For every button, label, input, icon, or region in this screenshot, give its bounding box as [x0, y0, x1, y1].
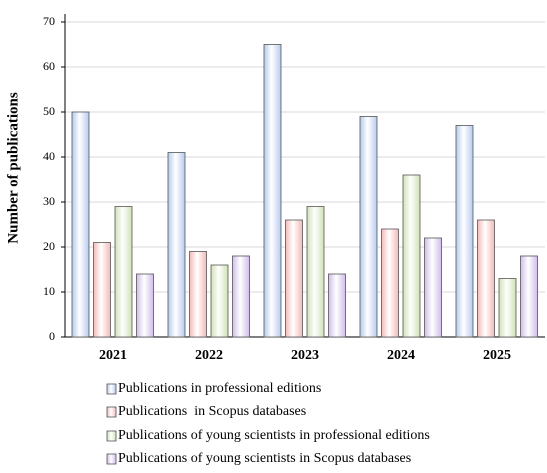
- y-tick-label: 0: [49, 329, 55, 343]
- y-axis-label: Number of publications: [5, 92, 21, 244]
- bar: [381, 228, 399, 338]
- x-tick-label: 2022: [195, 348, 223, 363]
- legend-swatch: [106, 406, 117, 418]
- legend-label: Publications of young scientists in prof…: [118, 428, 430, 443]
- bar: [359, 116, 378, 338]
- x-tick-label: 2021: [99, 348, 127, 363]
- legend-label: Publications in Scopus databases: [118, 404, 306, 419]
- bar: [263, 44, 282, 338]
- bar: [93, 242, 111, 338]
- y-tick-label: 40: [43, 149, 55, 163]
- y-tick-label: 30: [43, 194, 55, 208]
- y-tick-label: 50: [43, 104, 55, 118]
- bar: [306, 206, 325, 338]
- bar: [232, 255, 250, 338]
- bar: [520, 255, 538, 338]
- legend-swatch: [106, 430, 117, 442]
- bar: [285, 219, 303, 338]
- bar: [402, 174, 421, 338]
- bar: [424, 237, 442, 338]
- legend-swatch: [106, 453, 117, 465]
- legend-label: Publications in professional editions: [118, 381, 321, 396]
- x-tick-label: 2024: [387, 348, 415, 363]
- bar: [114, 206, 133, 338]
- bar: [189, 251, 207, 338]
- legend-label: Publications of young scientists in Scop…: [118, 451, 411, 466]
- y-tick-label: 60: [43, 59, 55, 73]
- bar: [136, 273, 154, 338]
- bar: [167, 152, 186, 338]
- legend-swatch: [106, 383, 117, 395]
- x-tick-label: 2025: [483, 348, 511, 363]
- x-tick-label: 2023: [291, 348, 319, 363]
- bar: [498, 278, 517, 338]
- bar: [71, 111, 90, 338]
- y-tick-label: 10: [43, 284, 55, 298]
- y-tick-label: 70: [43, 14, 55, 28]
- y-tick-label: 20: [43, 239, 55, 253]
- bar: [455, 125, 474, 338]
- bar: [477, 219, 495, 338]
- bar: [210, 264, 229, 338]
- bar: [328, 273, 346, 338]
